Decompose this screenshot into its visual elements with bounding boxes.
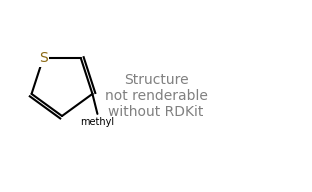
Text: methyl: methyl <box>80 117 115 127</box>
Text: S: S <box>39 51 47 65</box>
Text: Structure
not renderable
without RDKit: Structure not renderable without RDKit <box>105 73 207 119</box>
